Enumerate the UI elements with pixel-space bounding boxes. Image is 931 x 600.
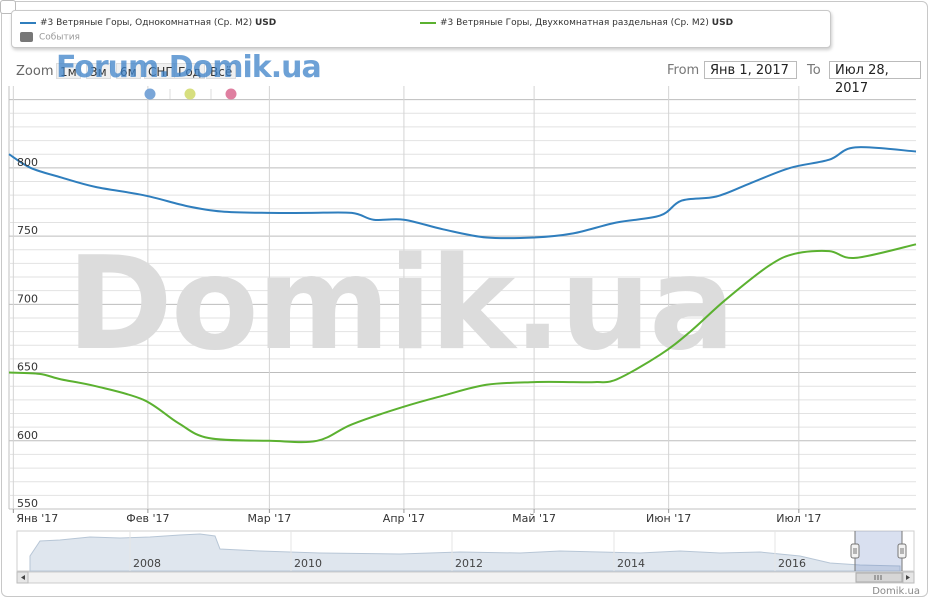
event-dot (225, 88, 237, 100)
scrollbar-track (16, 571, 915, 584)
y-tick-label: 800 (17, 156, 38, 169)
x-tick-label: Апр '17 (383, 512, 425, 525)
legend-unit-series-2: USD (711, 18, 734, 28)
x-tick-label: Фев '17 (126, 512, 169, 525)
legend-item-series-2[interactable]: #3 Ветряные Горы, Двухкомнатная раздельн… (420, 18, 733, 28)
zoom-button-6m[interactable]: 6м (116, 63, 141, 79)
navigator-year-label: 2010 (294, 557, 322, 570)
y-tick-label: 750 (17, 224, 38, 237)
x-tick-label: Мар '17 (248, 512, 292, 525)
event-markers (144, 88, 237, 100)
legend-label-series-1: #3 Ветряные Горы, Однокомнатная (Ср. M2) (40, 18, 253, 28)
y-axis-ticks: 550 600 650 700 750 800 (17, 156, 38, 510)
x-tick-label: Янв '17 (16, 512, 58, 525)
x-tick-label: Май '17 (512, 512, 556, 525)
legend: #3 Ветряные Горы, Однокомнатная (Ср. M2)… (11, 10, 831, 48)
series-line-1 (8, 146, 917, 240)
y-tick-label: 600 (17, 429, 38, 442)
from-date-input[interactable]: Янв 1, 2017 (704, 61, 797, 79)
zoom-button-year[interactable]: Год (174, 63, 205, 79)
to-date-input[interactable]: Июл 28, 2017 (829, 61, 921, 96)
credit-link[interactable]: Domik.ua (872, 586, 920, 597)
series-lines (8, 146, 917, 444)
arrow-left-icon (21, 575, 25, 580)
zoom-button-ytd[interactable]: СНГ (144, 63, 177, 79)
zoom-button-3m[interactable]: 3м (86, 63, 111, 79)
navigator-year-label: 2014 (617, 557, 645, 570)
zoom-button-all[interactable]: Всё (206, 63, 237, 79)
zoom-label: Zoom (16, 64, 54, 79)
domik-watermark: Domik.ua (67, 230, 734, 379)
event-dot (144, 88, 156, 100)
to-label: To (807, 63, 821, 78)
navigator-year-label: 2012 (455, 557, 483, 570)
navigator-year-label: 2016 (778, 557, 806, 570)
y-tick-label: 700 (17, 292, 38, 305)
legend-line-icon (20, 21, 36, 24)
navigator-handle (850, 543, 860, 559)
grid (8, 86, 916, 510)
x-axis-ticks: Янв '17 Фев '17 Мар '17 Апр '17 Май '17 Июн '… (12, 509, 821, 525)
legend-unit-series-1: USD (255, 18, 277, 28)
legend-label-events: События (39, 32, 80, 43)
navigator-selection (855, 531, 902, 571)
y-tick-label: 650 (17, 361, 38, 374)
x-tick-label: Июл '17 (776, 512, 821, 525)
zoom-button-1m[interactable]: 1м (56, 63, 81, 79)
events-box-icon (20, 32, 33, 42)
legend-item-series-1[interactable]: #3 Ветряные Горы, Однокомнатная (Ср. M2)… (20, 18, 276, 28)
series-line-2 (8, 243, 917, 444)
navigator[interactable]: 2008 2010 2012 2014 2016 (16, 530, 915, 584)
event-dot (184, 88, 196, 100)
legend-line-icon (420, 21, 436, 24)
forum-watermark: Forum.Domik.ua (56, 50, 322, 85)
navigator-year-label: 2008 (133, 557, 161, 570)
legend-item-events[interactable]: События (20, 32, 80, 43)
arrow-right-icon (906, 575, 910, 580)
x-tick-label: Июн '17 (646, 512, 691, 525)
navigator-handle (897, 543, 907, 559)
scrollbar-thumb (855, 572, 903, 583)
y-tick-label: 550 (17, 497, 38, 510)
legend-label-series-2: #3 Ветряные Горы, Двухкомнатная раздельн… (440, 18, 709, 28)
from-label: From (667, 63, 700, 78)
navigator-overview-area (29, 533, 901, 572)
